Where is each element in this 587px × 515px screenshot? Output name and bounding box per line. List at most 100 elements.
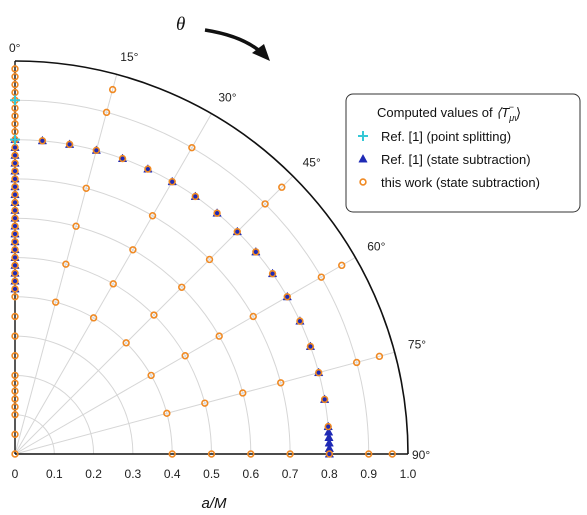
- legend-marker-open-circle: [359, 178, 367, 186]
- data-point-open-circle: [249, 312, 257, 321]
- data-point-open-circle: [261, 200, 269, 208]
- data-point-open-circle: [11, 120, 19, 128]
- data-point-open-circle: [11, 379, 19, 387]
- data-point-open-circle: [38, 137, 47, 145]
- data-point-open-circle: [11, 167, 19, 175]
- outer-arc: [14, 60, 409, 455]
- radial-tick-label: 0.8: [321, 467, 338, 481]
- grid-spoke: [14, 351, 395, 455]
- radial-tick-label: 0.1: [46, 467, 63, 481]
- data-point-open-circle: [247, 450, 255, 458]
- data-point-open-circle: [205, 255, 214, 264]
- radial-tick-labels: 0 0.1 0.2 0.3 0.4 0.5 0.6 0.7 0.8 0.9 1.0: [12, 467, 417, 481]
- grid-spoke: [14, 113, 212, 455]
- data-point-open-circle: [306, 342, 315, 351]
- data-point-open-circle: [11, 253, 19, 262]
- data-point-open-circle: [11, 411, 19, 419]
- data-point-open-circle: [72, 222, 80, 230]
- data-point-open-circle: [296, 317, 304, 325]
- angle-tick-label: 15°: [120, 50, 138, 64]
- data-point-open-circle: [338, 261, 346, 270]
- legend: Computed values of ⟨Tμν− ⟩ Ref. [1] (poin…: [345, 93, 581, 213]
- angle-tick-label: 30°: [218, 91, 236, 105]
- data-point-open-circle: [11, 198, 19, 207]
- data-point-open-circle: [168, 450, 176, 458]
- data-point-open-circle: [144, 165, 152, 173]
- data-point-open-circle: [11, 230, 19, 238]
- data-point-open-circle: [325, 450, 334, 458]
- data-point-open-circle: [11, 450, 19, 458]
- data-point-open-circle: [108, 85, 117, 94]
- data-point-open-circle: [314, 368, 323, 377]
- data-point-open-circle: [11, 269, 19, 277]
- data-point-open-circle: [286, 450, 294, 458]
- data-point-open-circle: [188, 143, 196, 152]
- data-point-open-circle: [168, 178, 176, 186]
- data-point-open-circle: [11, 73, 19, 81]
- radial-tick-label: 0.7: [282, 467, 299, 481]
- data-point-plus: [10, 95, 20, 106]
- data-point-open-circle: [11, 245, 19, 254]
- grid-spoke: [14, 175, 294, 455]
- grid-spoke: [14, 74, 118, 455]
- angle-tick-labels: 0° 15° 30° 45° 60° 75° 90°: [9, 41, 430, 462]
- theta-arrow-head-icon: [252, 44, 270, 61]
- data-point-open-circle: [277, 379, 285, 387]
- data-point-open-circle: [51, 298, 60, 306]
- data-point-open-circle: [11, 261, 19, 270]
- data-point-open-circle: [150, 311, 158, 319]
- radial-tick-label: 0.5: [203, 467, 220, 481]
- radial-tick-label: 1.0: [400, 467, 417, 481]
- data-point-open-circle: [102, 108, 111, 117]
- data-point-open-circle: [11, 238, 19, 246]
- data-point-open-circle: [181, 352, 189, 360]
- data-point-open-circle: [213, 209, 221, 217]
- data-point-open-circle: [252, 248, 260, 256]
- data-point-open-circle: [11, 312, 19, 321]
- data-point-open-circle: [11, 285, 19, 293]
- radial-tick-label: 0: [12, 467, 19, 481]
- legend-box: [345, 93, 581, 213]
- data-point-open-circle: [89, 314, 98, 322]
- data-point-open-circle: [11, 332, 19, 340]
- data-point-open-circle: [191, 192, 200, 201]
- data-point-open-circle: [11, 430, 19, 439]
- legend-entries: Ref. [1] (point splitting) Ref. [1] (stat…: [358, 129, 540, 190]
- data-point-open-circle: [324, 422, 332, 431]
- angle-tick-label: 0°: [9, 41, 21, 55]
- data-point-open-circle: [11, 183, 19, 191]
- data-point-open-circle: [11, 371, 19, 380]
- data-point-open-circle: [118, 154, 127, 163]
- data-point-open-circle: [233, 227, 242, 236]
- data-point-open-circle: [11, 175, 19, 183]
- data-point-open-circle: [283, 293, 291, 301]
- data-point-open-circle: [11, 395, 19, 403]
- data-point-open-circle: [129, 246, 137, 254]
- data-point-open-circle: [207, 450, 216, 458]
- radial-tick-label: 0.3: [125, 467, 142, 481]
- polar-grid: [14, 74, 395, 455]
- data-point-open-circle: [11, 80, 19, 89]
- angle-tick-label: 45°: [303, 155, 321, 169]
- data-point-open-circle: [109, 280, 117, 288]
- data-point-open-circle: [65, 140, 74, 149]
- grid-spoke: [14, 257, 356, 455]
- data-point-open-circle: [11, 214, 19, 222]
- data-point-open-circle: [11, 151, 19, 160]
- angle-tick-label: 75°: [408, 338, 426, 352]
- data-point-open-circle: [352, 358, 361, 367]
- data-point-open-circle: [11, 112, 19, 120]
- data-point-open-circle: [320, 395, 329, 404]
- data-point-open-circle: [278, 183, 286, 191]
- data-point-open-circle: [201, 399, 209, 407]
- data-point-open-circle: [92, 146, 101, 155]
- angle-tick-label: 60°: [367, 240, 385, 254]
- legend-title: Computed values of ⟨Tμν− ⟩: [377, 102, 521, 123]
- data-point-open-circle: [11, 222, 19, 230]
- data-points: [10, 65, 396, 458]
- data-point-open-circle: [122, 339, 130, 347]
- radial-tick-label: 0.4: [164, 467, 181, 481]
- data-point-open-circle: [317, 273, 326, 281]
- data-point-open-circle: [163, 409, 171, 418]
